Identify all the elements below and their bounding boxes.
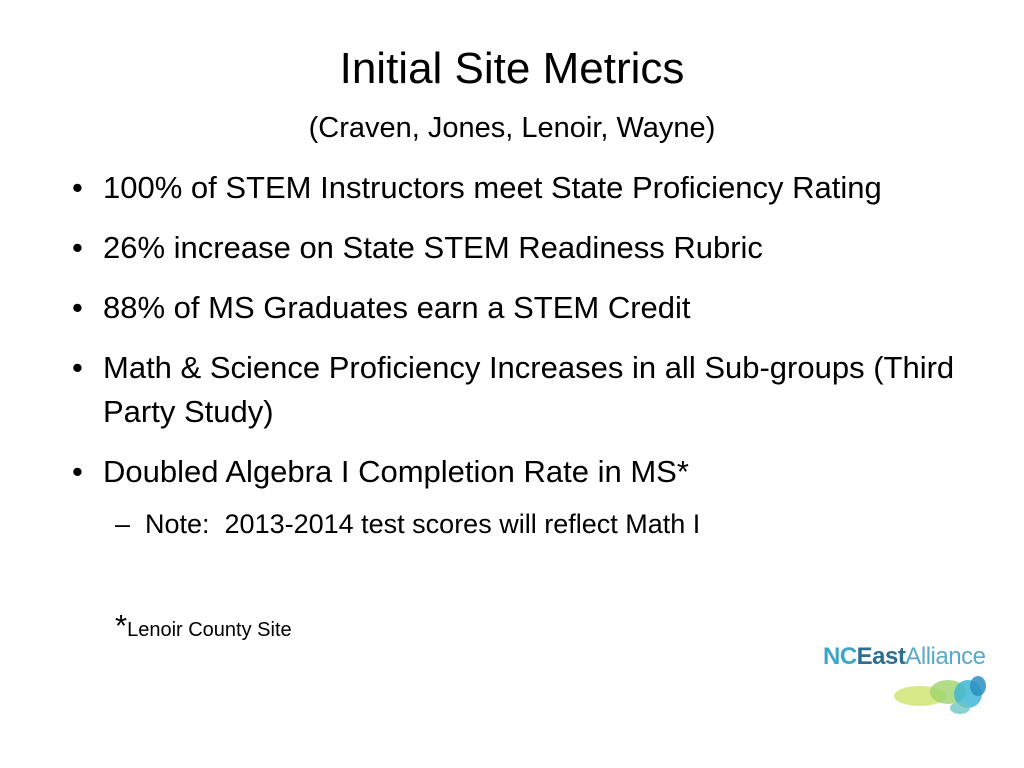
sub-bullet: Note: 2013-2014 test scores will reflect… [70, 504, 970, 544]
logo-east: East [856, 643, 906, 670]
logo: NCEastAlliance [823, 643, 986, 671]
bullet: Doubled Algebra I Completion Rate in MS* [70, 450, 970, 494]
logo-nc: NC [823, 643, 857, 670]
footnote-mark: * [115, 608, 128, 643]
map-dots [894, 676, 986, 714]
logo-map [894, 676, 986, 714]
footnote: *Lenoir County Site [115, 608, 292, 644]
bullet-list: 100% of STEM Instructors meet State Prof… [70, 166, 970, 560]
bullet: 100% of STEM Instructors meet State Prof… [70, 166, 970, 210]
logo-alliance: Alliance [905, 643, 986, 670]
bullet: Math & Science Proficiency Increases in … [70, 346, 970, 434]
bullet: 26% increase on State STEM Readiness Rub… [70, 226, 970, 270]
slide-subtitle: (Craven, Jones, Lenoir, Wayne) [308, 112, 716, 144]
slide-title: Initial Site Metrics [339, 44, 685, 93]
footnote-text: Lenoir County Site [127, 619, 292, 641]
bullet: 88% of MS Graduates earn a STEM Credit [70, 286, 970, 330]
